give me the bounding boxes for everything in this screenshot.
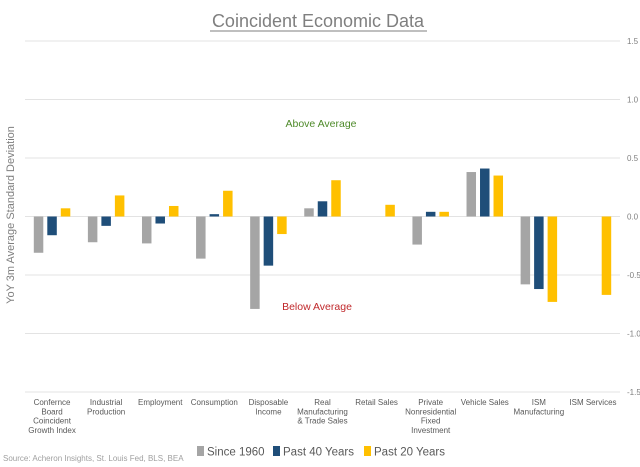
y-axis-label: YoY 3m Average Standard Deviation — [5, 126, 17, 304]
bar — [60, 208, 71, 217]
bar — [87, 216, 98, 243]
bar — [196, 216, 206, 259]
bar — [47, 216, 57, 236]
bar — [493, 175, 504, 217]
y-tick-label: 1.0 — [627, 96, 639, 105]
legend-swatch — [273, 446, 280, 456]
bar — [101, 216, 111, 226]
bar — [385, 204, 395, 217]
bar — [250, 216, 260, 309]
category-label: Confernce Board Coincident Growth Index — [28, 398, 76, 435]
bar — [155, 216, 165, 224]
legend-label: Since 1960 — [207, 447, 265, 459]
y-tick-label: 0.5 — [627, 154, 639, 163]
legend-swatch — [197, 446, 204, 456]
bar — [209, 214, 220, 217]
below-average-annotation: Below Average — [282, 301, 352, 313]
y-tick-labels: 1.5 1.0 0.5 0.0 -0.5 -1.0 -1.5 — [627, 37, 640, 397]
bar — [480, 168, 490, 217]
bar — [114, 195, 125, 217]
bar — [33, 216, 44, 253]
bar — [331, 180, 341, 217]
bar — [425, 211, 436, 217]
category-label: Private Nonresidential Fixed Investment — [405, 398, 456, 435]
y-tick-label: -1.0 — [627, 330, 640, 339]
bar — [263, 216, 274, 266]
bar — [412, 216, 422, 245]
legend: Since 1960 Past 40 Years Past 20 Years — [197, 446, 445, 459]
bar — [534, 216, 544, 290]
chart-title: Coincident Economic Data — [212, 11, 425, 31]
legend-label: Past 20 Years — [374, 447, 445, 459]
bar — [466, 172, 477, 217]
category-label: ISM Manufacturing — [514, 398, 565, 416]
category-label: Consumption — [191, 398, 238, 407]
bar — [277, 216, 287, 235]
bars — [33, 168, 612, 309]
category-label: ISM Services — [569, 398, 616, 407]
above-average-annotation: Above Average — [285, 118, 356, 130]
category-label: Disposable Income — [249, 398, 289, 416]
legend-swatch — [364, 446, 371, 456]
category-labels: Confernce Board Coincident Growth Index Indu… — [28, 398, 616, 435]
category-label: Employment — [138, 398, 183, 407]
bar — [141, 216, 152, 244]
bar — [168, 205, 179, 217]
y-tick-label: 0.0 — [627, 213, 639, 222]
y-tick-label: -0.5 — [627, 271, 640, 280]
legend-label: Past 40 Years — [283, 447, 354, 459]
category-label: Real Manufacturing & Trade Sales — [297, 398, 348, 426]
category-label: Industrial Production — [87, 398, 125, 416]
bar — [547, 216, 558, 302]
bar — [520, 216, 531, 285]
y-tick-label: -1.5 — [627, 388, 640, 397]
bar — [317, 201, 328, 217]
category-label: Vehicle Sales — [461, 398, 509, 407]
bar — [223, 190, 233, 217]
source-note: Source: Acheron Insights, St. Louis Fed,… — [3, 454, 184, 463]
category-label: Retail Sales — [355, 398, 398, 407]
bar — [304, 208, 314, 217]
y-tick-label: 1.5 — [627, 37, 639, 46]
bar — [439, 211, 449, 217]
bar — [601, 216, 612, 295]
